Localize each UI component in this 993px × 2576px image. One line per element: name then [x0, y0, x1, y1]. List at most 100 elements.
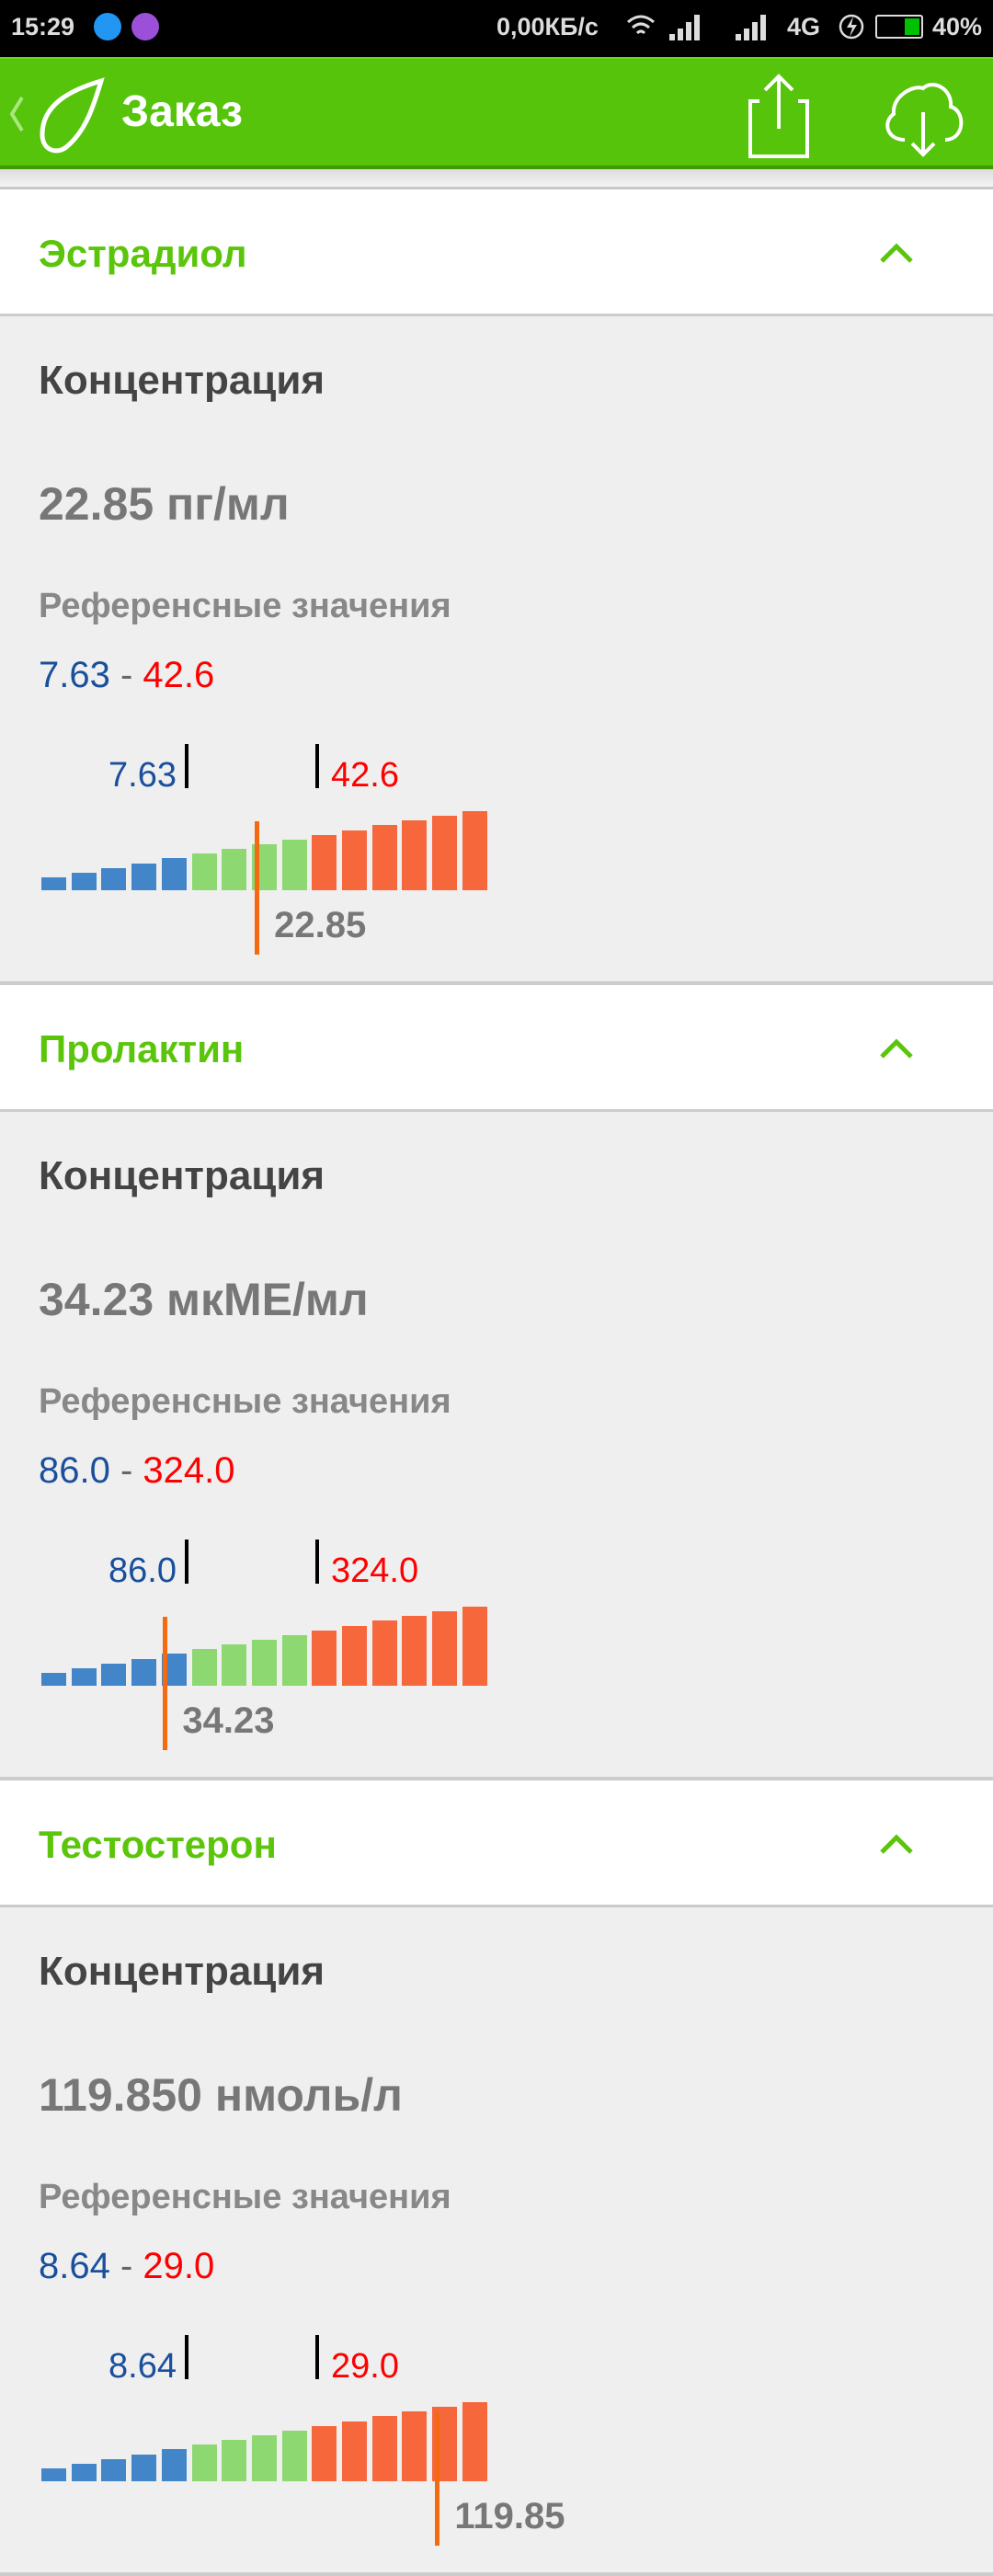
scale-bar [41, 877, 66, 890]
chart-high-label: 29.0 [331, 2347, 399, 2386]
scale-bar [222, 849, 247, 890]
reference-high: 324.0 [143, 1450, 235, 1491]
reference-low: 7.63 [39, 655, 110, 695]
low-tick [185, 1540, 188, 1584]
scale-bar [222, 1644, 247, 1686]
scale-bar [161, 2449, 187, 2481]
range-chart: 86.0 324.0 34.23 [0, 1507, 644, 1756]
high-tick [315, 1540, 319, 1584]
scale-bar [131, 1658, 157, 1686]
scale-bar [462, 1607, 487, 1686]
scale-bar [312, 834, 337, 890]
reference-label: Референсные значения [39, 1382, 451, 1421]
reference-label: Референсные значения [39, 587, 451, 625]
scale-bar [251, 2435, 277, 2481]
scale-bar [191, 853, 217, 890]
signal-icon [669, 15, 706, 40]
scale-bar [71, 1667, 97, 1686]
reference-high: 29.0 [143, 2246, 215, 2286]
scale-bar [191, 2444, 217, 2481]
section-content: Концентрация 119.850 нмоль/л Референсные… [0, 1907, 993, 2576]
reference-low: 86.0 [39, 1450, 110, 1491]
scale-bar [281, 839, 307, 890]
scale-bar [71, 2463, 97, 2481]
scale-bar [342, 830, 367, 890]
chevron-up-icon[interactable] [878, 1826, 915, 1863]
scale-bar [371, 2416, 397, 2481]
chevron-up-icon[interactable] [878, 235, 915, 272]
scale-bar [101, 1663, 127, 1686]
chart-high-label: 324.0 [331, 1551, 419, 1590]
notification-icon [94, 13, 121, 40]
analysis-name: Пролактин [39, 1027, 245, 1070]
value-marker [435, 2412, 440, 2546]
concentration-value: 34.23 мкМЕ/мл [39, 1274, 369, 1325]
analysis-name: Тестостерон [39, 1823, 277, 1866]
concentration-label: Концентрация [39, 1153, 325, 1198]
section-content: Концентрация 22.85 пг/мл Референсные зна… [0, 316, 993, 985]
section-content: Концентрация 34.23 мкМЕ/мл Референсные з… [0, 1112, 993, 1780]
leaf-logo-icon[interactable] [33, 77, 107, 160]
scale-bar [41, 1673, 66, 1686]
wifi-icon [627, 15, 655, 35]
scale-bar [161, 858, 187, 890]
scale-bar [312, 1630, 337, 1686]
reference-range: 7.63 - 42.6 [39, 655, 214, 696]
cloud-download-icon[interactable] [877, 75, 969, 158]
low-tick [185, 2335, 188, 2379]
analysis-name: Эстрадиол [39, 232, 247, 275]
analysis-section: Тестостерон Концентрация 119.850 нмоль/л… [0, 1780, 993, 2576]
scale-bar [402, 1616, 428, 1686]
low-tick [185, 744, 188, 788]
value-marker [163, 1617, 168, 1750]
back-chevron-icon[interactable] [7, 94, 26, 134]
high-tick [315, 2335, 319, 2379]
reference-high: 42.6 [143, 655, 215, 695]
concentration-label: Концентрация [39, 1949, 325, 1994]
scale-bar [222, 2440, 247, 2481]
scale-bar [371, 825, 397, 890]
analysis-section: Эстрадиол Концентрация 22.85 пг/мл Рефер… [0, 189, 993, 985]
scale-bar [432, 1611, 458, 1686]
scale-bar [342, 1625, 367, 1686]
chart-low-label: 86.0 [108, 1551, 177, 1590]
battery-percent: 40% [932, 13, 983, 40]
scale-bar [251, 1640, 277, 1686]
section-header[interactable]: Эстрадиол [0, 189, 993, 316]
status-time: 15:29 [11, 13, 75, 40]
reference-separator: - [109, 1450, 143, 1491]
marker-value: 22.85 [274, 905, 367, 945]
scale-bar [462, 2402, 487, 2481]
previous-section-edge [0, 169, 993, 189]
status-bar: 15:29 0,00КБ/с 4G 40% [0, 0, 993, 57]
scale-bar [281, 1634, 307, 1686]
marker-value: 34.23 [182, 1700, 275, 1741]
chart-low-label: 8.64 [108, 2347, 177, 2386]
reference-range: 86.0 - 324.0 [39, 1450, 235, 1492]
section-header[interactable]: Тестостерон [0, 1780, 993, 1907]
share-icon[interactable] [747, 72, 811, 160]
reference-label: Референсные значения [39, 2178, 451, 2216]
network-speed: 0,00КБ/с [496, 13, 599, 40]
page-title: Заказ [121, 87, 243, 136]
high-tick [315, 744, 319, 788]
network-type: 4G [787, 13, 821, 40]
range-chart: 8.64 29.0 119.85 [0, 2303, 644, 2551]
chart-low-label: 7.63 [108, 756, 177, 795]
scale-bar [371, 1620, 397, 1686]
scale-bar [281, 2430, 307, 2481]
scale-bar [402, 820, 428, 890]
notification-icon [131, 13, 159, 40]
chevron-up-icon[interactable] [878, 1031, 915, 1068]
battery-icon [875, 15, 923, 39]
section-header[interactable]: Пролактин [0, 985, 993, 1112]
scale-bar [432, 816, 458, 890]
range-chart: 7.63 42.6 22.85 [0, 712, 644, 960]
reference-separator: - [109, 655, 143, 695]
concentration-value: 22.85 пг/мл [39, 478, 290, 530]
concentration-value: 119.850 нмоль/л [39, 2069, 403, 2121]
marker-value: 119.85 [454, 2496, 565, 2536]
scale-bar [191, 1649, 217, 1686]
charging-icon [839, 14, 864, 40]
value-marker [255, 821, 260, 955]
